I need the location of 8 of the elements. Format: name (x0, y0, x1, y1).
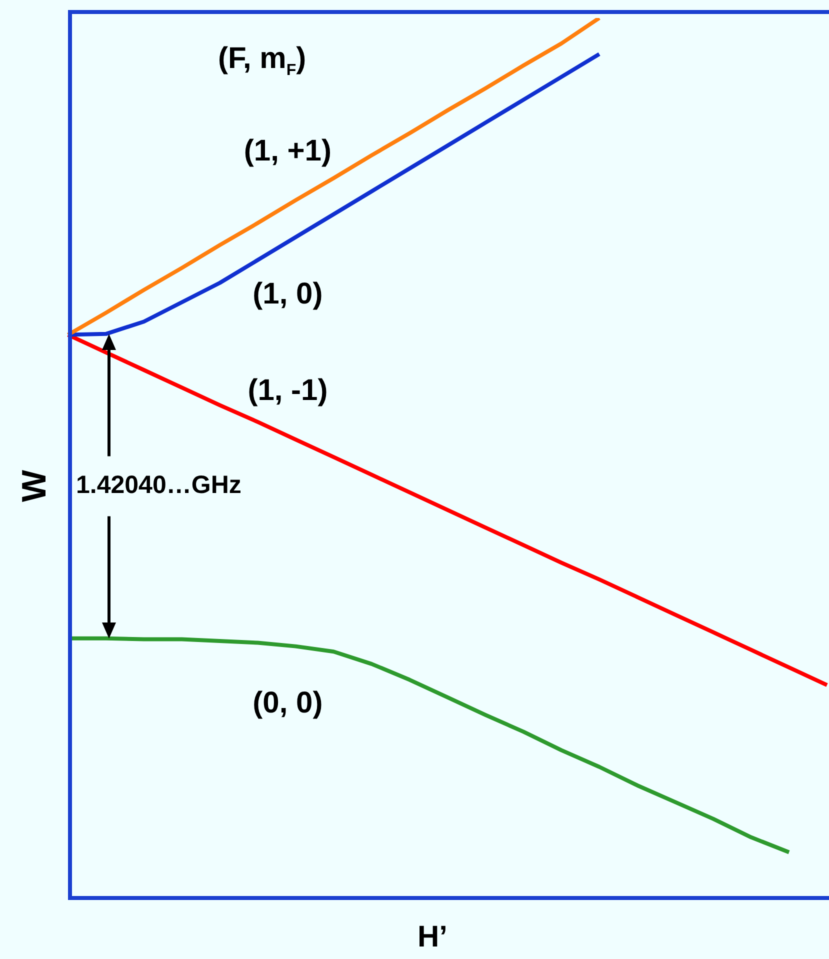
series-label: (1, -1) (248, 374, 328, 407)
y-axis-title: W (15, 469, 54, 502)
series-label: (0, 0) (252, 686, 323, 720)
series-label: (1, +1) (244, 134, 332, 168)
series-label: (1, 0) (252, 277, 323, 310)
annotation: 1.42040…GHz (76, 471, 242, 500)
x-axis-title: H’ (418, 920, 448, 954)
legend-title: (F, m$_{F}$) (218, 42, 306, 80)
